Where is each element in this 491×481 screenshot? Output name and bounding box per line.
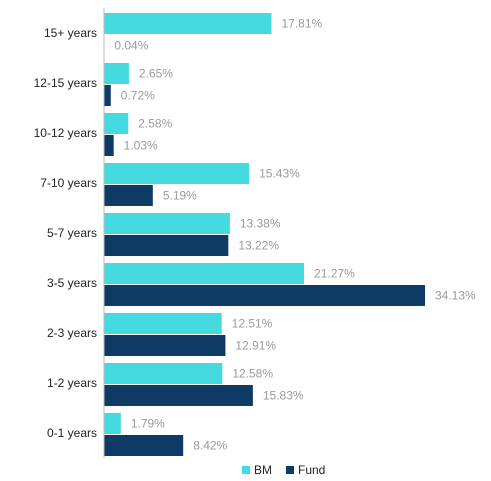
bar (104, 213, 230, 234)
legend-swatch (286, 466, 294, 474)
bar (104, 185, 153, 206)
y-tick-label: 2-3 years (47, 326, 97, 340)
value-label: 2.65% (139, 67, 173, 81)
value-label: 8.42% (193, 439, 227, 453)
value-label: 12.58% (232, 367, 273, 381)
value-label: 12.91% (235, 339, 276, 353)
value-label: 17.81% (282, 17, 323, 31)
bar (104, 363, 223, 384)
value-label: 15.43% (259, 167, 300, 181)
value-label: 34.13% (435, 289, 476, 303)
bar (104, 13, 272, 34)
y-tick-label: 7-10 years (40, 176, 97, 190)
value-label: 15.83% (263, 389, 304, 403)
y-tick-label: 12-15 years (34, 76, 97, 90)
value-label: 12.51% (232, 317, 273, 331)
y-tick-label: 3-5 years (47, 276, 97, 290)
value-label: 13.22% (238, 239, 279, 253)
bar (104, 313, 222, 334)
y-tick-label: 1-2 years (47, 376, 97, 390)
legend-label: BM (254, 463, 272, 477)
bar (104, 163, 250, 184)
y-tick-label: 0-1 years (47, 426, 97, 440)
value-label: 0.04% (114, 39, 148, 53)
bar (104, 113, 129, 134)
y-tick-label: 15+ years (44, 26, 97, 40)
legend-swatch (242, 466, 250, 474)
value-label: 1.03% (124, 139, 158, 153)
value-label: 0.72% (121, 89, 155, 103)
value-label: 13.38% (240, 217, 281, 231)
y-tick-label: 5-7 years (47, 226, 97, 240)
bar (104, 413, 121, 434)
bar (104, 335, 226, 356)
legend-label: Fund (298, 463, 325, 477)
bar (104, 285, 425, 306)
value-label: 1.79% (131, 417, 165, 431)
value-label: 2.58% (138, 117, 172, 131)
bar (104, 263, 305, 284)
bar (104, 63, 129, 84)
bar (104, 135, 114, 156)
bar (104, 85, 111, 106)
bar (104, 385, 253, 406)
value-label: 5.19% (163, 189, 197, 203)
bar (104, 435, 184, 456)
bar (104, 235, 229, 256)
value-label: 21.27% (314, 267, 355, 281)
y-tick-label: 10-12 years (34, 126, 97, 140)
